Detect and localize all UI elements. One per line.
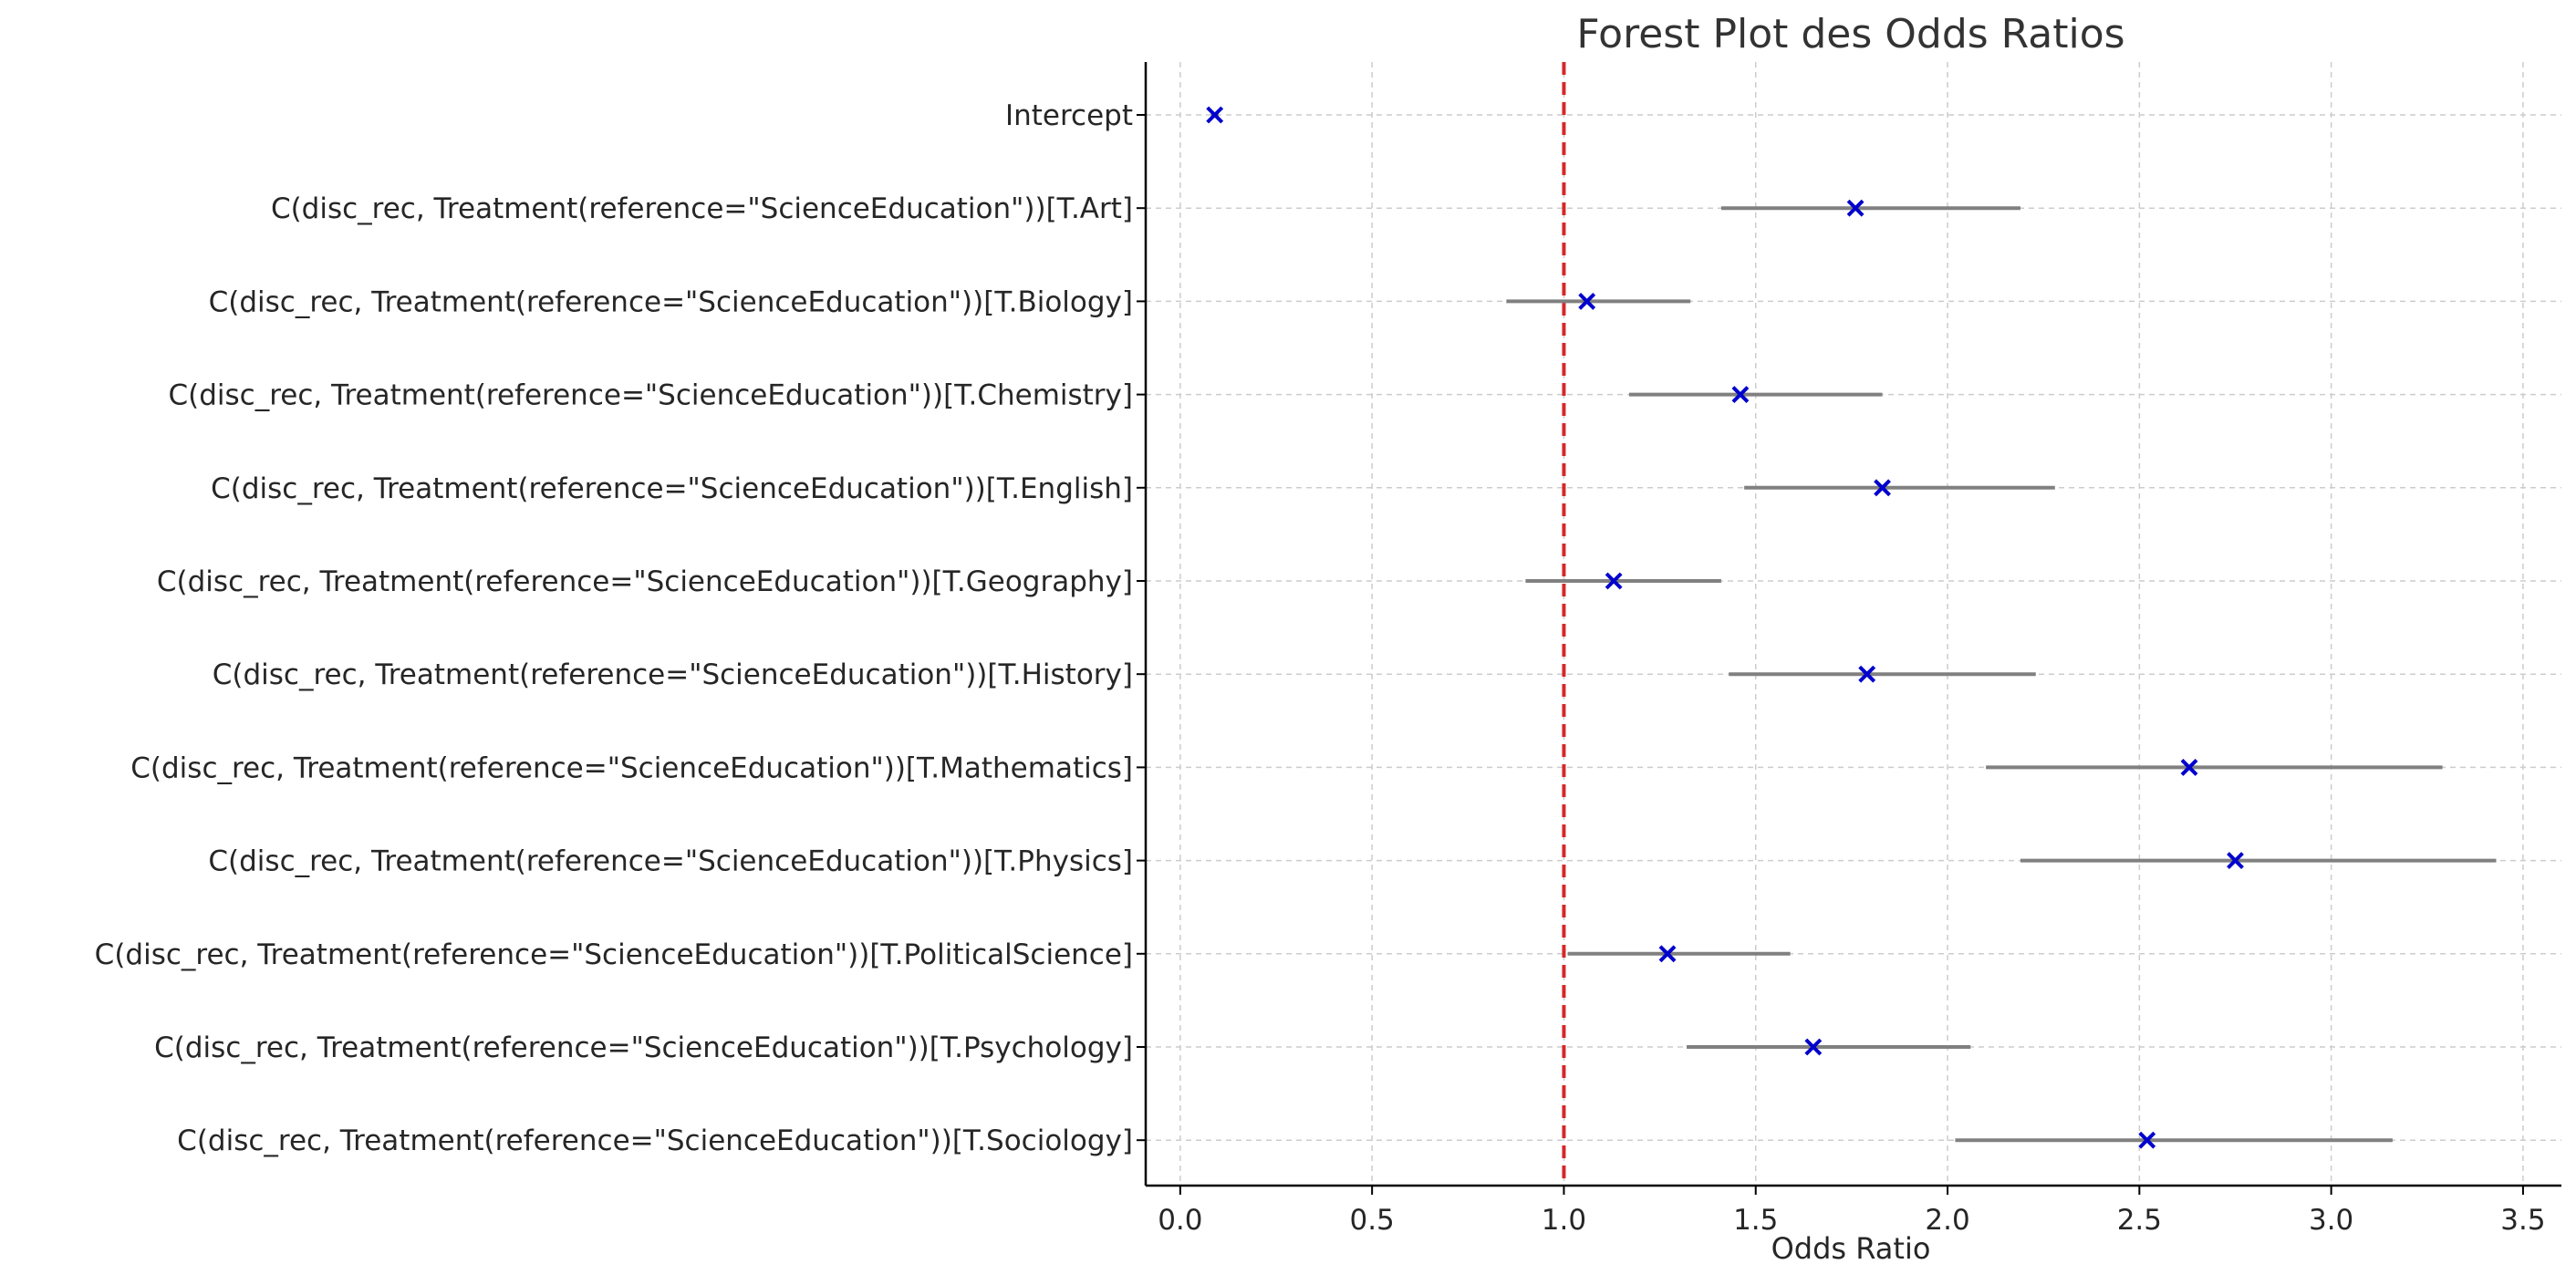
x-tick-label-layer: 0.0 0.5 1.0 1.5 2.0 2.5 3.0 3.5 [1158,1204,2545,1237]
y-tick-label-layer: Intercept C(disc_rec, Treatment(reference… [95,99,1133,1157]
y-tick-label: C(disc_rec, Treatment(reference="Science… [177,1124,1133,1157]
odds-ratio-marker [1605,572,1623,590]
odds-ratio-marker [1658,945,1677,963]
odds-ratio-marker [1858,665,1876,683]
x-tick-label: 3.0 [2309,1204,2353,1237]
y-tick-label: C(disc_rec, Treatment(reference="Science… [168,379,1133,412]
odds-ratio-marker [1731,386,1750,404]
y-tick-label: C(disc_rec, Treatment(reference="Science… [209,285,1133,318]
y-tick-label: C(disc_rec, Treatment(reference="Science… [271,192,1133,225]
odds-ratio-marker [1206,106,1224,124]
y-tick-label: C(disc_rec, Treatment(reference="Science… [157,565,1133,598]
y-tick-label: C(disc_rec, Treatment(reference="Science… [211,472,1133,505]
odds-ratio-marker [1846,199,1864,217]
y-tick-label: Intercept [1005,99,1133,132]
x-axis-label: Odds Ratio [1771,1231,1931,1266]
chart-title: Forest Plot des Odds Ratios [1576,11,2124,57]
x-tick-label: 0.5 [1349,1204,1394,1237]
odds-ratio-marker [1578,292,1596,310]
y-tick-label: C(disc_rec, Treatment(reference="Science… [154,1031,1133,1064]
y-tick-label: C(disc_rec, Treatment(reference="Science… [208,845,1133,878]
odds-ratio-marker-layer [1206,106,2244,1149]
x-tick-label: 0.0 [1158,1204,1202,1237]
y-tick-label: C(disc_rec, Treatment(reference="Science… [213,658,1133,691]
y-tick-label: C(disc_rec, Treatment(reference="Science… [130,751,1133,784]
confidence-interval-layer [1210,113,2497,1143]
odds-ratio-marker [1874,479,1891,497]
x-tick-label: 3.5 [2500,1204,2545,1237]
x-tick-label: 1.0 [1542,1204,1586,1237]
odds-ratio-marker [2227,852,2244,870]
y-tick-label: C(disc_rec, Treatment(reference="Science… [95,938,1133,971]
x-tick-label: 2.0 [1925,1204,1969,1237]
x-tick-label: 2.5 [2117,1204,2162,1237]
odds-ratio-marker [2180,758,2198,776]
x-tick-label: 1.5 [1733,1204,1778,1237]
odds-ratio-marker [2138,1131,2156,1149]
grid-layer [1146,62,2561,1186]
odds-ratio-marker [1804,1038,1823,1056]
axis-layer [1137,62,2561,1195]
